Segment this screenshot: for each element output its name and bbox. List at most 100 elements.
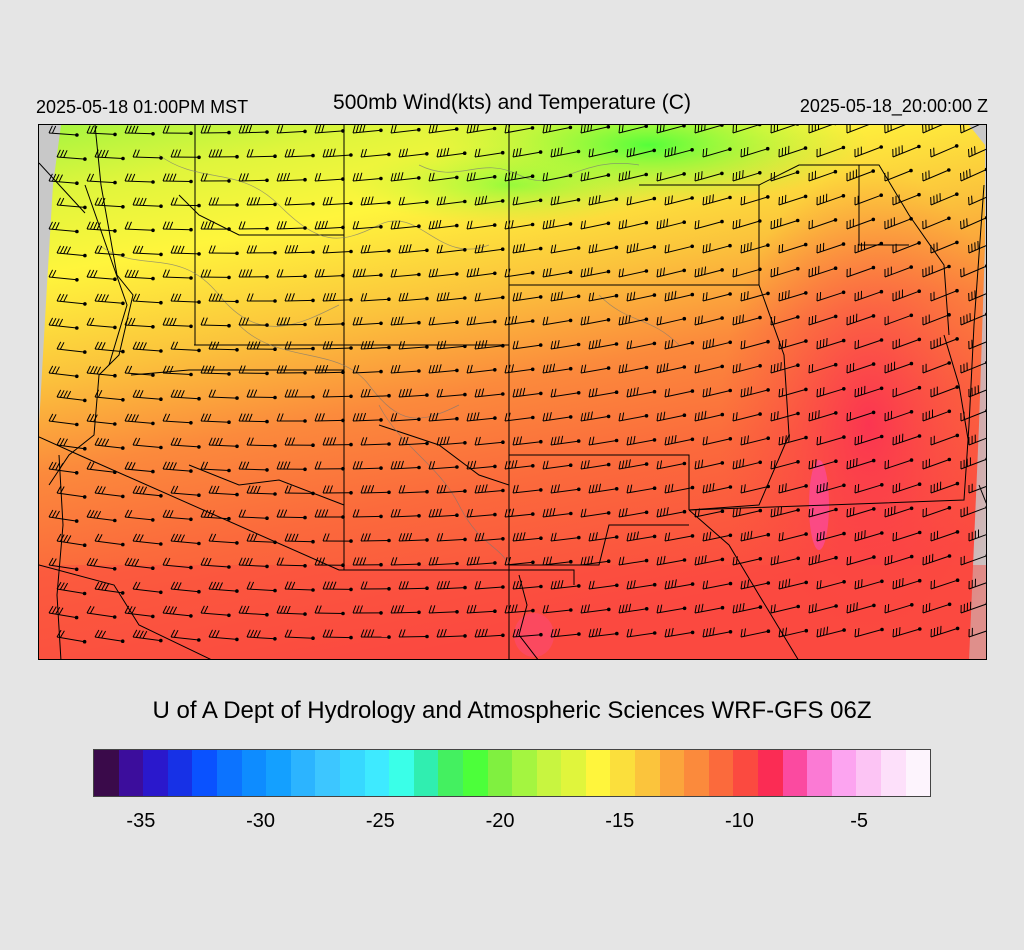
wind-barb-feather [663, 555, 666, 564]
wind-barb-shaft [778, 533, 807, 542]
wind-barb-feather [550, 629, 554, 638]
colorbar-tick-label: -35 [126, 810, 156, 832]
wind-barb-shaft [694, 317, 723, 326]
wind-barb-station [189, 614, 193, 618]
wind-barb-feather [203, 413, 208, 422]
wind-barb-station [909, 217, 913, 221]
wind-barb-shaft [664, 631, 693, 638]
wind-barb-feather [203, 173, 208, 182]
wind-barb-feather [664, 245, 667, 254]
wind-barb-feather [583, 508, 587, 517]
wind-barb-feather [560, 291, 563, 300]
wind-barb-feather [200, 173, 205, 182]
wind-barb-feather [446, 580, 450, 589]
colorbar-tick-label: -5 [850, 810, 869, 832]
wind-barb-feather [360, 581, 365, 590]
wind-barb-feather [360, 533, 365, 542]
wind-barb-shaft [48, 276, 77, 281]
wind-barb-station [955, 192, 959, 196]
wind-barb-feather [701, 411, 704, 420]
wind-barb-station [606, 269, 611, 274]
wind-barb-feather [322, 485, 327, 494]
wind-barb-shaft [466, 176, 495, 182]
wind-barb-feather [93, 414, 98, 422]
wind-barb-station [349, 587, 353, 592]
wind-barb-feather [823, 483, 825, 492]
wind-barb-feather [595, 628, 599, 637]
wind-barb-feather [360, 197, 364, 206]
wind-barb-feather [477, 196, 481, 205]
wind-barb-feather [626, 149, 629, 158]
wind-barb-feather [405, 388, 409, 397]
wind-barb-feather [477, 148, 481, 157]
wind-barb-feather [557, 291, 560, 300]
wind-barb-feather [545, 412, 549, 421]
wind-barb-feather [127, 173, 132, 182]
wind-barb-feather [476, 125, 479, 132]
wind-barb-feather [162, 605, 168, 614]
wind-barb-feather [253, 485, 258, 494]
wind-barb-shaft [398, 394, 427, 398]
wind-barb-feather [553, 340, 557, 349]
wind-barb-feather [785, 483, 787, 492]
colorbar-cell [487, 750, 513, 796]
colorbar-cell [684, 750, 709, 796]
wind-barb-feather [542, 365, 546, 374]
wind-barb-feather [393, 605, 398, 614]
wind-barb-feather [588, 581, 592, 590]
wind-barb-feather [96, 222, 101, 230]
wind-barb-feather [474, 245, 478, 254]
wind-barb-feather [203, 221, 208, 230]
wind-barb-feather [590, 555, 594, 564]
wind-barb-feather [854, 580, 857, 590]
wind-barb-station [834, 555, 838, 560]
wind-barb-feather [816, 484, 819, 494]
wind-barb-feather [857, 483, 860, 493]
wind-barb-station [417, 176, 421, 180]
wind-barb-station [379, 514, 383, 519]
wind-barb-feather [367, 533, 371, 542]
wind-barb-feather [770, 460, 773, 470]
wind-barb-shaft [200, 420, 230, 423]
wind-barb-station [425, 634, 429, 639]
wind-barb-feather [363, 437, 368, 446]
wind-barb-station [121, 349, 125, 354]
wind-barb-feather [322, 149, 326, 158]
wind-barb-station [75, 326, 79, 330]
wind-barb-shaft [504, 320, 533, 326]
wind-barb-feather [553, 196, 557, 205]
wind-barb-feather [694, 605, 697, 614]
wind-barb-station [614, 487, 619, 491]
wind-barb-feather [355, 557, 360, 566]
colorbar-tick-label: -15 [605, 810, 635, 832]
wind-barb-feather [739, 459, 741, 468]
wind-barb-station [577, 632, 581, 636]
wind-barb-shaft [390, 611, 420, 614]
wind-barb-station [568, 415, 573, 419]
wind-barb-shaft [542, 561, 571, 566]
wind-barb-feather [165, 557, 171, 566]
wind-barb-station [189, 276, 193, 280]
wind-barb-station [690, 148, 694, 152]
wind-barb-shaft [124, 324, 153, 328]
wind-barb-feather [664, 437, 667, 446]
wind-barb-shaft [466, 128, 495, 134]
wind-barb-feather [401, 244, 405, 253]
wind-barb-feather [253, 197, 257, 206]
wind-barb-feather [633, 243, 636, 252]
wind-barb-shaft [208, 588, 237, 592]
wind-barb-feather [170, 437, 175, 446]
wind-barb-feather [664, 148, 667, 158]
wind-barb-feather [474, 341, 478, 350]
wind-barb-shaft [56, 252, 85, 257]
wind-barb-feather [663, 219, 665, 228]
wind-barb-shaft [200, 612, 229, 616]
wind-barb-feather [362, 268, 366, 277]
wind-barb-feather [203, 365, 208, 374]
wind-barb-shaft [892, 532, 920, 542]
wind-barb-feather [819, 339, 822, 349]
wind-barb-feather [740, 292, 743, 302]
wind-barb-shaft [922, 362, 950, 374]
wind-barb-station [872, 603, 876, 608]
wind-barb-feather [208, 245, 213, 254]
